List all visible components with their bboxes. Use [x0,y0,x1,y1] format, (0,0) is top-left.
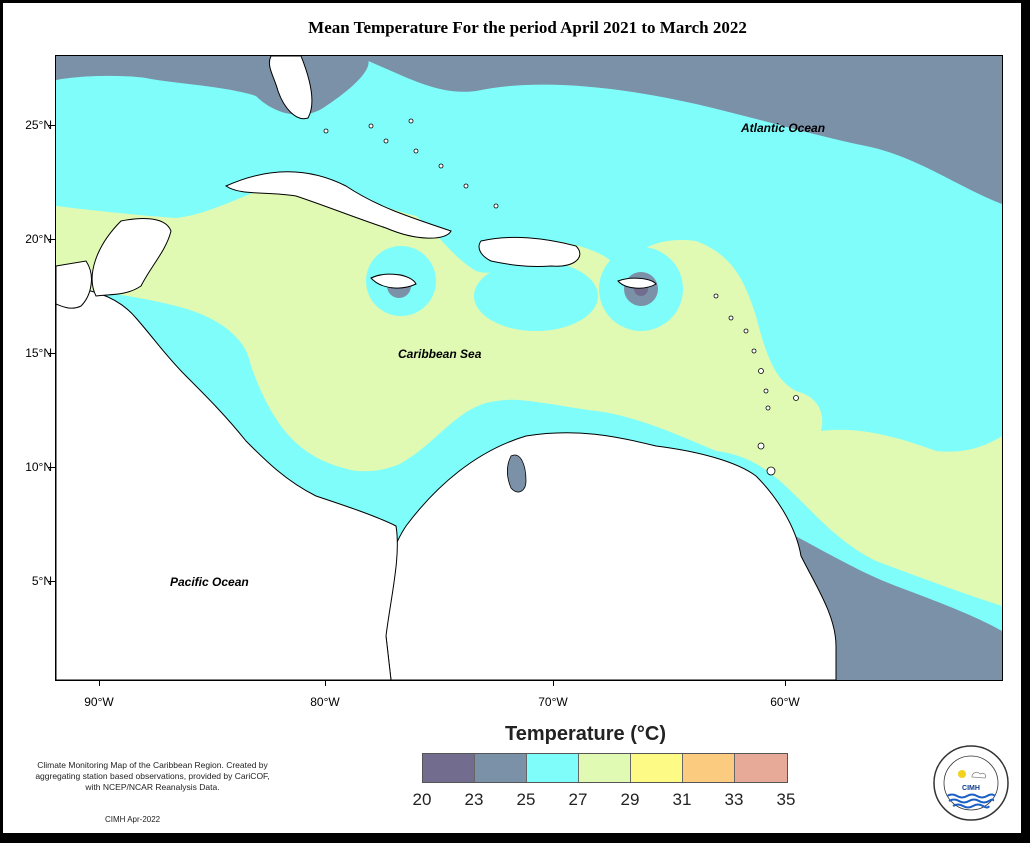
y-axis-label-15n: 15°N [25,346,52,360]
puerto-rico-land [617,277,657,289]
x-tick [99,680,100,686]
caribbean-sea-label: Caribbean Sea [398,347,482,361]
legend-swatch-3 [579,754,631,782]
legend-title: Temperature (°C) [505,723,666,745]
cimh-logo: CIMH [933,745,1009,821]
mexico-land [56,260,92,309]
zone-23-25-atlantic [356,56,1002,204]
legend-swatch-0 [423,754,475,782]
legend-swatch-1 [475,754,527,782]
y-axis-label-5n: 5°N [31,574,52,588]
pacific-ocean-label: Pacific Ocean [170,575,249,589]
y-tick [48,239,55,240]
y-tick [48,467,55,468]
hispaniola-cool-zone [474,261,598,331]
map-canvas [56,56,1002,680]
legend-tick-label: 25 [516,790,536,809]
south-america-land [383,432,837,680]
jamaica-land [370,273,417,289]
legend-tick-label: 27 [568,790,588,809]
bahamas [323,118,499,209]
x-axis-label-90w: 90°W [84,695,114,709]
y-axis-label-20n: 20°N [25,232,52,246]
legend-swatch-2 [527,754,579,782]
y-tick [48,581,55,582]
map-description: Climate Monitoring Map of the Caribbean … [35,760,270,792]
sun-icon [958,770,966,778]
legend-tick-label: 31 [672,790,692,809]
y-axis-label-10n: 10°N [25,460,52,474]
x-tick [325,680,326,686]
legend-color-bar [422,753,788,783]
legend-tick-label: 33 [724,790,744,809]
legend-swatch-5 [683,754,735,782]
cuba-land [224,171,452,239]
logo-label: CIMH [962,785,980,792]
legend-tick-label: 23 [464,790,484,809]
legend-swatch-6 [735,754,787,782]
temperature-map: Atlantic Ocean Caribbean Sea Pacific Oce… [55,55,1003,681]
central-america-land [56,285,398,680]
florida-land [268,56,313,120]
cloud-icon [971,771,987,779]
y-tick [48,353,55,354]
zone-27-29 [56,181,1002,606]
legend-tick-label: 20 [412,790,432,809]
hispaniola-land [478,236,581,267]
lesser-antilles [713,293,799,476]
x-tick [553,680,554,686]
legend-tick-label: 29 [620,790,640,809]
yucatan-land [91,218,172,297]
map-title: Mean Temperature For the period April 20… [308,18,747,37]
y-axis-label-25n: 25°N [25,118,52,132]
legend-swatch-4 [631,754,683,782]
lake-maracaibo [506,454,527,493]
legend-tick-label: 35 [776,790,796,809]
x-axis-label-70w: 70°W [538,695,568,709]
map-credit: CIMH Apr-2022 [105,815,161,824]
x-axis-label-60w: 60°W [770,695,800,709]
y-tick [48,125,55,126]
x-tick [785,680,786,686]
atlantic-ocean-label: Atlantic Ocean [741,121,826,135]
x-axis-label-80w: 80°W [310,695,340,709]
